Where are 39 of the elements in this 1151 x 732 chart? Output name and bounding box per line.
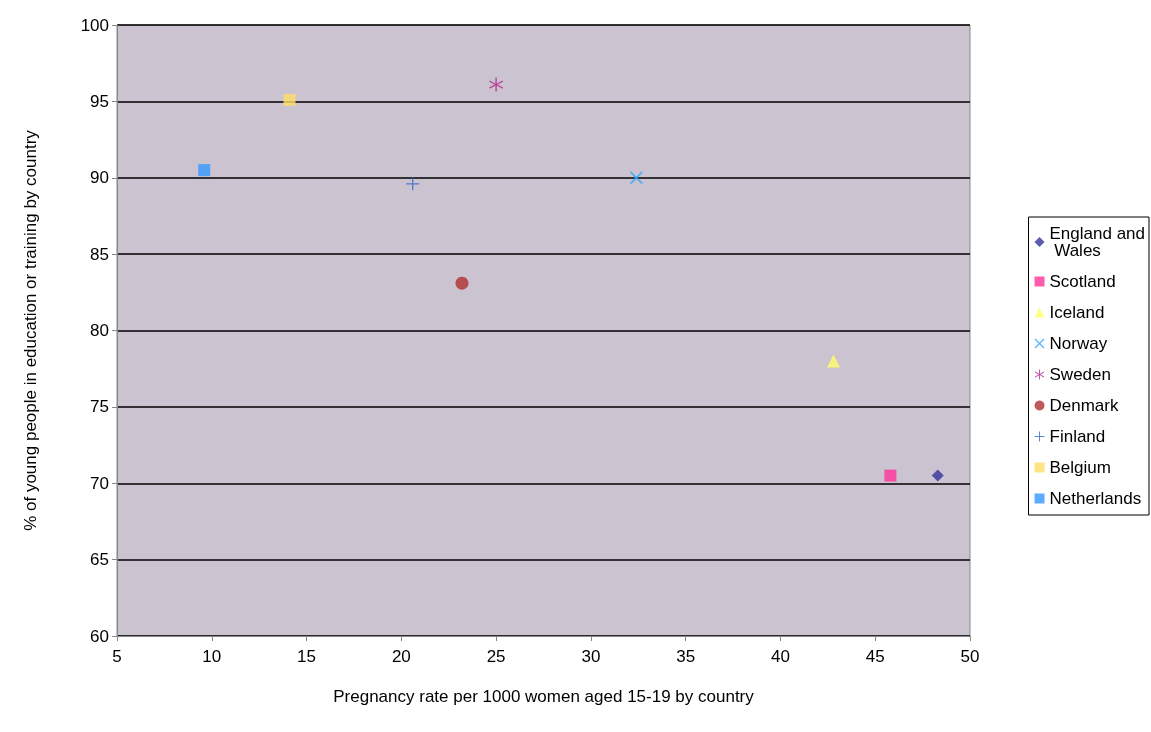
- y-tick-label: 65: [90, 550, 109, 570]
- x-tick-label: 20: [391, 647, 411, 666]
- x-tick-label: 35: [676, 647, 696, 666]
- point: [283, 93, 296, 106]
- point: [827, 354, 841, 368]
- legend-label: Norway: [1049, 334, 1108, 353]
- x-tick-label: 40: [770, 647, 790, 666]
- x-tick-label: 10: [202, 647, 222, 666]
- legend-label: Scotland: [1049, 272, 1116, 291]
- x-tick-label: 30: [581, 647, 601, 666]
- point: [884, 469, 897, 482]
- point: [406, 177, 420, 191]
- y-tick-label: 95: [90, 91, 109, 111]
- legend-label: Finland: [1049, 427, 1106, 446]
- legend-label: Sweden: [1049, 365, 1111, 384]
- legend-label: Belgium: [1049, 458, 1111, 477]
- y-tick-label: 90: [90, 168, 109, 188]
- legend-label: England and Wales: [1049, 224, 1146, 260]
- point: [198, 164, 211, 177]
- legend-label: Denmark: [1049, 396, 1119, 415]
- point: [931, 469, 944, 482]
- y-tick-label: 80: [90, 321, 109, 340]
- x-tick-label: 15: [297, 647, 317, 666]
- point: [629, 171, 643, 185]
- y-tick-label: 75: [90, 397, 109, 417]
- y-tick-label: 85: [90, 244, 109, 264]
- y-tick-label: 70: [90, 473, 109, 493]
- point: [455, 276, 469, 290]
- y-axis-title: % of young people in education or training by country: [21, 129, 40, 531]
- x-tick-label: 5: [112, 647, 122, 666]
- y-tick-label: 100: [80, 15, 109, 35]
- legend-label: Iceland: [1049, 303, 1105, 322]
- point: [489, 77, 504, 92]
- x-tick-label: 45: [865, 647, 885, 666]
- x-tick-label: 50: [960, 647, 980, 666]
- y-tick-label: 60: [90, 626, 109, 646]
- legend-label: Netherlands: [1049, 489, 1142, 508]
- x-axis-title: Pregnancy rate per 1000 women aged 15-19 by country: [333, 687, 755, 706]
- x-tick-label: 25: [486, 647, 506, 666]
